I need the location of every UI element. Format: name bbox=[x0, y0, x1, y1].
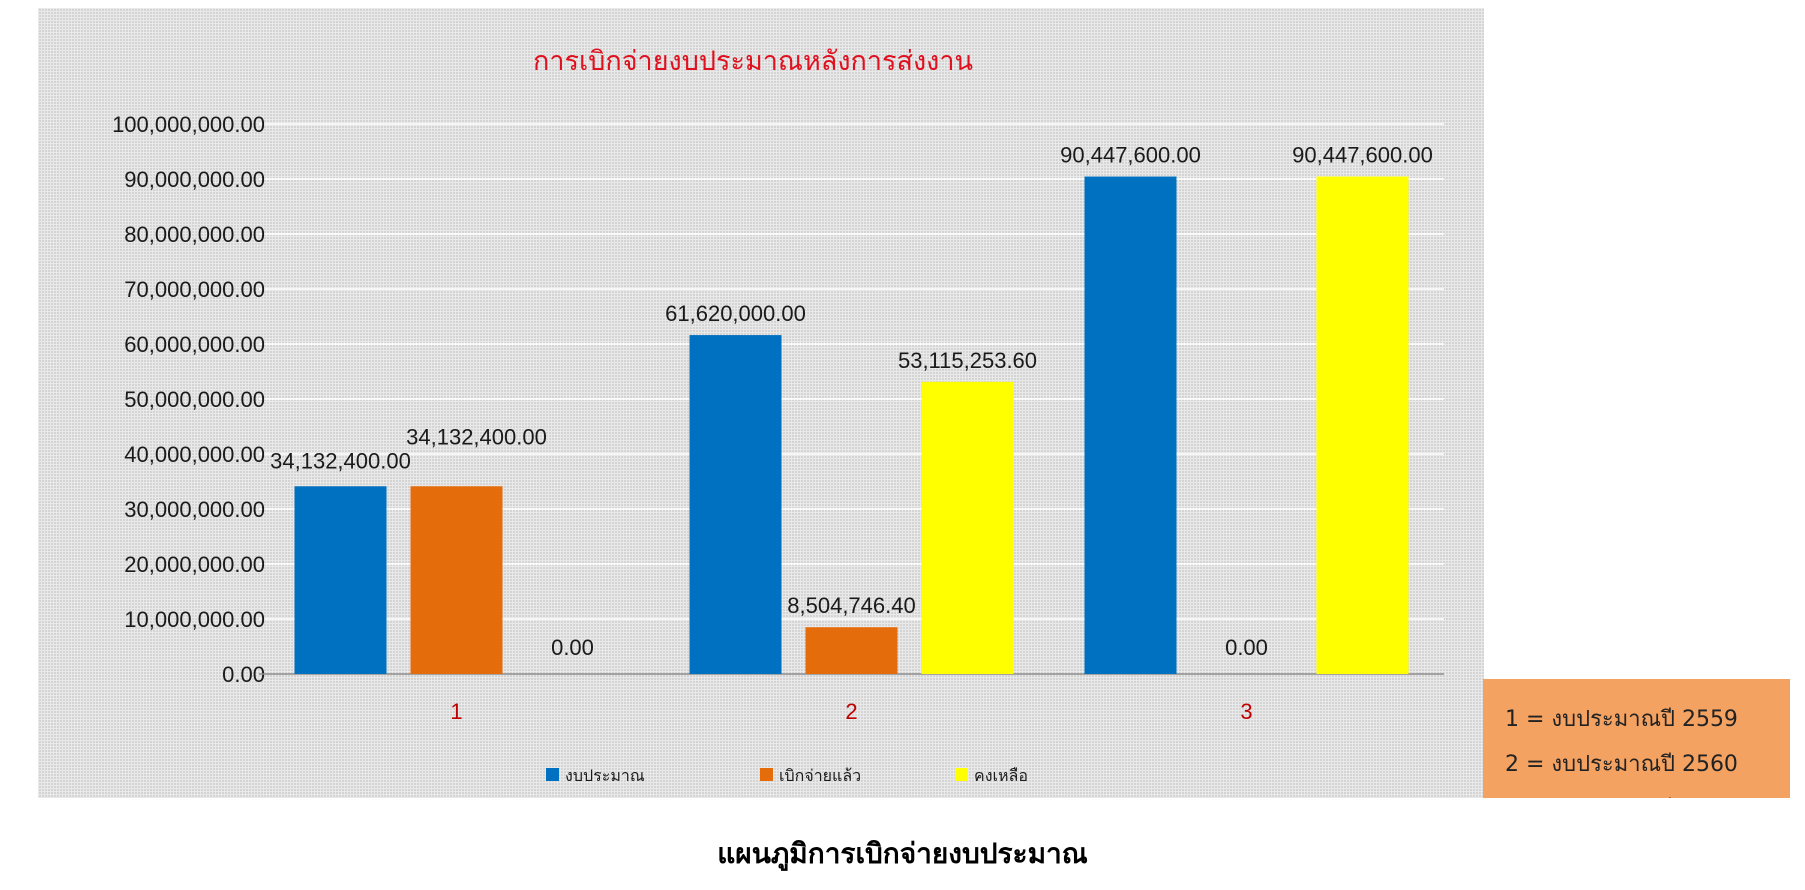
bar-1-3 bbox=[1084, 176, 1177, 674]
bar-1-2 bbox=[689, 335, 782, 674]
data-label: 90,447,600.00 bbox=[1060, 143, 1201, 168]
data-label: 0.00 bbox=[551, 635, 594, 660]
y-tick-label: 60,000,000.00 bbox=[124, 332, 265, 357]
note-line-2: 2 = งบประมาณปี 2560 bbox=[1505, 752, 1738, 777]
legend-label-3: คงเหลือ bbox=[974, 767, 1028, 785]
bar-1-1 bbox=[294, 486, 387, 674]
category-note-box: 1 = งบประมาณปี 2559 2 = งบประมาณปี 2560 … bbox=[1483, 679, 1790, 798]
legend-swatch-2 bbox=[760, 768, 773, 781]
y-tick-label: 20,000,000.00 bbox=[124, 552, 265, 577]
note-line-3: 3 = งบประมาณปี 2561 bbox=[1505, 787, 1790, 798]
note-line-1: 1 = งบประมาณปี 2559 bbox=[1505, 707, 1738, 732]
y-tick-label: 0.00 bbox=[222, 662, 265, 687]
y-tick-label: 90,000,000.00 bbox=[124, 167, 265, 192]
bar-2-2 bbox=[805, 627, 898, 674]
data-label: 0.00 bbox=[1225, 635, 1268, 660]
x-tick-label: 1 bbox=[450, 699, 462, 724]
y-tick-label: 50,000,000.00 bbox=[124, 387, 265, 412]
y-tick-label: 100,000,000.00 bbox=[112, 112, 265, 137]
data-label: 34,132,400.00 bbox=[406, 424, 547, 449]
bar-2-1 bbox=[410, 486, 503, 674]
data-label: 90,447,600.00 bbox=[1292, 143, 1433, 168]
figure-caption: แผนภูมิการเบิกจ่ายงบประมาณ bbox=[717, 837, 1088, 870]
chart-panel: การเบิกจ่ายงบประมาณหลังการส่งงาน 0.00 10,0… bbox=[38, 8, 1484, 798]
y-tick-label: 30,000,000.00 bbox=[124, 497, 265, 522]
x-tick-label: 2 bbox=[845, 699, 857, 724]
y-tick-label: 70,000,000.00 bbox=[124, 277, 265, 302]
legend-label-2: เบิกจ่ายแล้ว bbox=[779, 767, 861, 785]
y-tick-label: 80,000,000.00 bbox=[124, 222, 265, 247]
chart-title: การเบิกจ่ายงบประมาณหลังการส่งงาน bbox=[533, 46, 973, 76]
legend-label-1: งบประมาณ bbox=[565, 768, 645, 785]
legend-swatch-1 bbox=[546, 768, 559, 781]
y-tick-label: 10,000,000.00 bbox=[124, 607, 265, 632]
data-label: 34,132,400.00 bbox=[270, 448, 411, 473]
bar-3-3 bbox=[1316, 176, 1409, 674]
data-label: 61,620,000.00 bbox=[665, 301, 806, 326]
y-tick-label: 40,000,000.00 bbox=[124, 442, 265, 467]
data-label: 8,504,746.40 bbox=[787, 593, 915, 618]
x-tick-label: 3 bbox=[1240, 699, 1252, 724]
bar-3-2 bbox=[921, 381, 1014, 674]
legend-swatch-3 bbox=[955, 768, 968, 781]
bar-chart: การเบิกจ่ายงบประมาณหลังการส่งงาน 0.00 10,0… bbox=[112, 46, 1444, 785]
data-label: 53,115,253.60 bbox=[898, 348, 1037, 373]
